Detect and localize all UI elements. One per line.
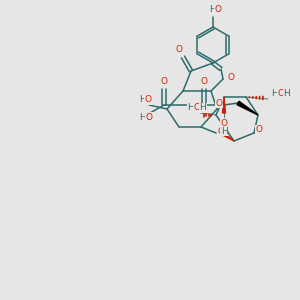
Text: H: H bbox=[188, 103, 194, 112]
Text: H: H bbox=[210, 5, 216, 14]
Polygon shape bbox=[237, 101, 258, 115]
Text: O: O bbox=[256, 125, 262, 134]
Text: O: O bbox=[220, 119, 227, 128]
Polygon shape bbox=[219, 131, 234, 141]
Text: O: O bbox=[215, 98, 223, 107]
Polygon shape bbox=[223, 97, 226, 113]
Text: O: O bbox=[278, 88, 284, 98]
Text: O: O bbox=[160, 76, 167, 85]
Text: H: H bbox=[220, 127, 227, 136]
Text: H: H bbox=[284, 88, 290, 98]
Text: O: O bbox=[176, 44, 182, 53]
Text: O: O bbox=[218, 127, 224, 136]
Text: H: H bbox=[139, 95, 145, 104]
Text: O: O bbox=[194, 103, 200, 112]
Text: O: O bbox=[200, 76, 208, 85]
Text: H: H bbox=[272, 88, 278, 98]
Text: O: O bbox=[227, 73, 235, 82]
Text: O: O bbox=[146, 112, 152, 122]
Text: O: O bbox=[145, 95, 152, 104]
Text: H: H bbox=[140, 112, 146, 122]
Text: H: H bbox=[200, 103, 206, 112]
Text: O: O bbox=[214, 5, 221, 14]
